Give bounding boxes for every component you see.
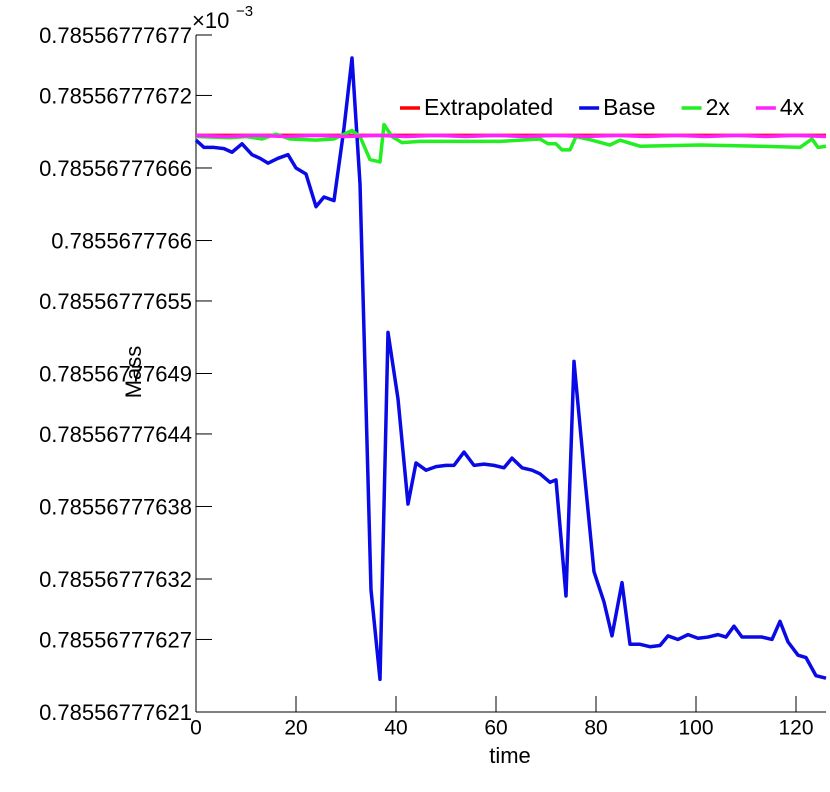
y-tick-label: 0.78556777638 [39,494,192,519]
legend-label: Base [603,94,655,120]
x-axis-label: time [489,743,531,768]
y-tick-label: 0.78556777649 [39,361,192,386]
series-line [194,56,827,682]
x-tick-label: 20 [284,717,307,740]
x-tick-label: 100 [678,717,713,740]
y-tick-label: 0.78556777632 [39,567,192,592]
y-tick-label: 0.78556777627 [39,627,192,652]
y-tick-label: 0.78556777666 [39,156,192,181]
y-tick-label: 0.78556777655 [39,289,192,314]
y-axis-label: Mass [121,346,146,399]
x-tick-label: 120 [778,717,813,740]
y-tick-label: 0.78556777672 [39,83,192,108]
x-tick-label: 40 [384,717,407,740]
y-tick-label: 0.78556777621 [39,700,192,725]
series-line [195,133,827,139]
x-tick-label: 80 [584,717,607,740]
y-tick-label: 0.7855677766 [51,228,192,253]
x-tick-label: 60 [484,717,507,740]
legend-label: 2x [706,94,731,120]
x-tick-label: 0 [190,717,202,740]
y-tick-label: 0.78556777677 [39,23,192,48]
y-multiplier-exponent: −3 [236,3,253,20]
y-multiplier: ×10 [192,8,229,33]
y-tick-label: 0.78556777644 [39,422,192,447]
legend-label: Extrapolated [424,94,553,120]
legend-label: 4x [780,94,805,120]
series-line [195,122,827,164]
